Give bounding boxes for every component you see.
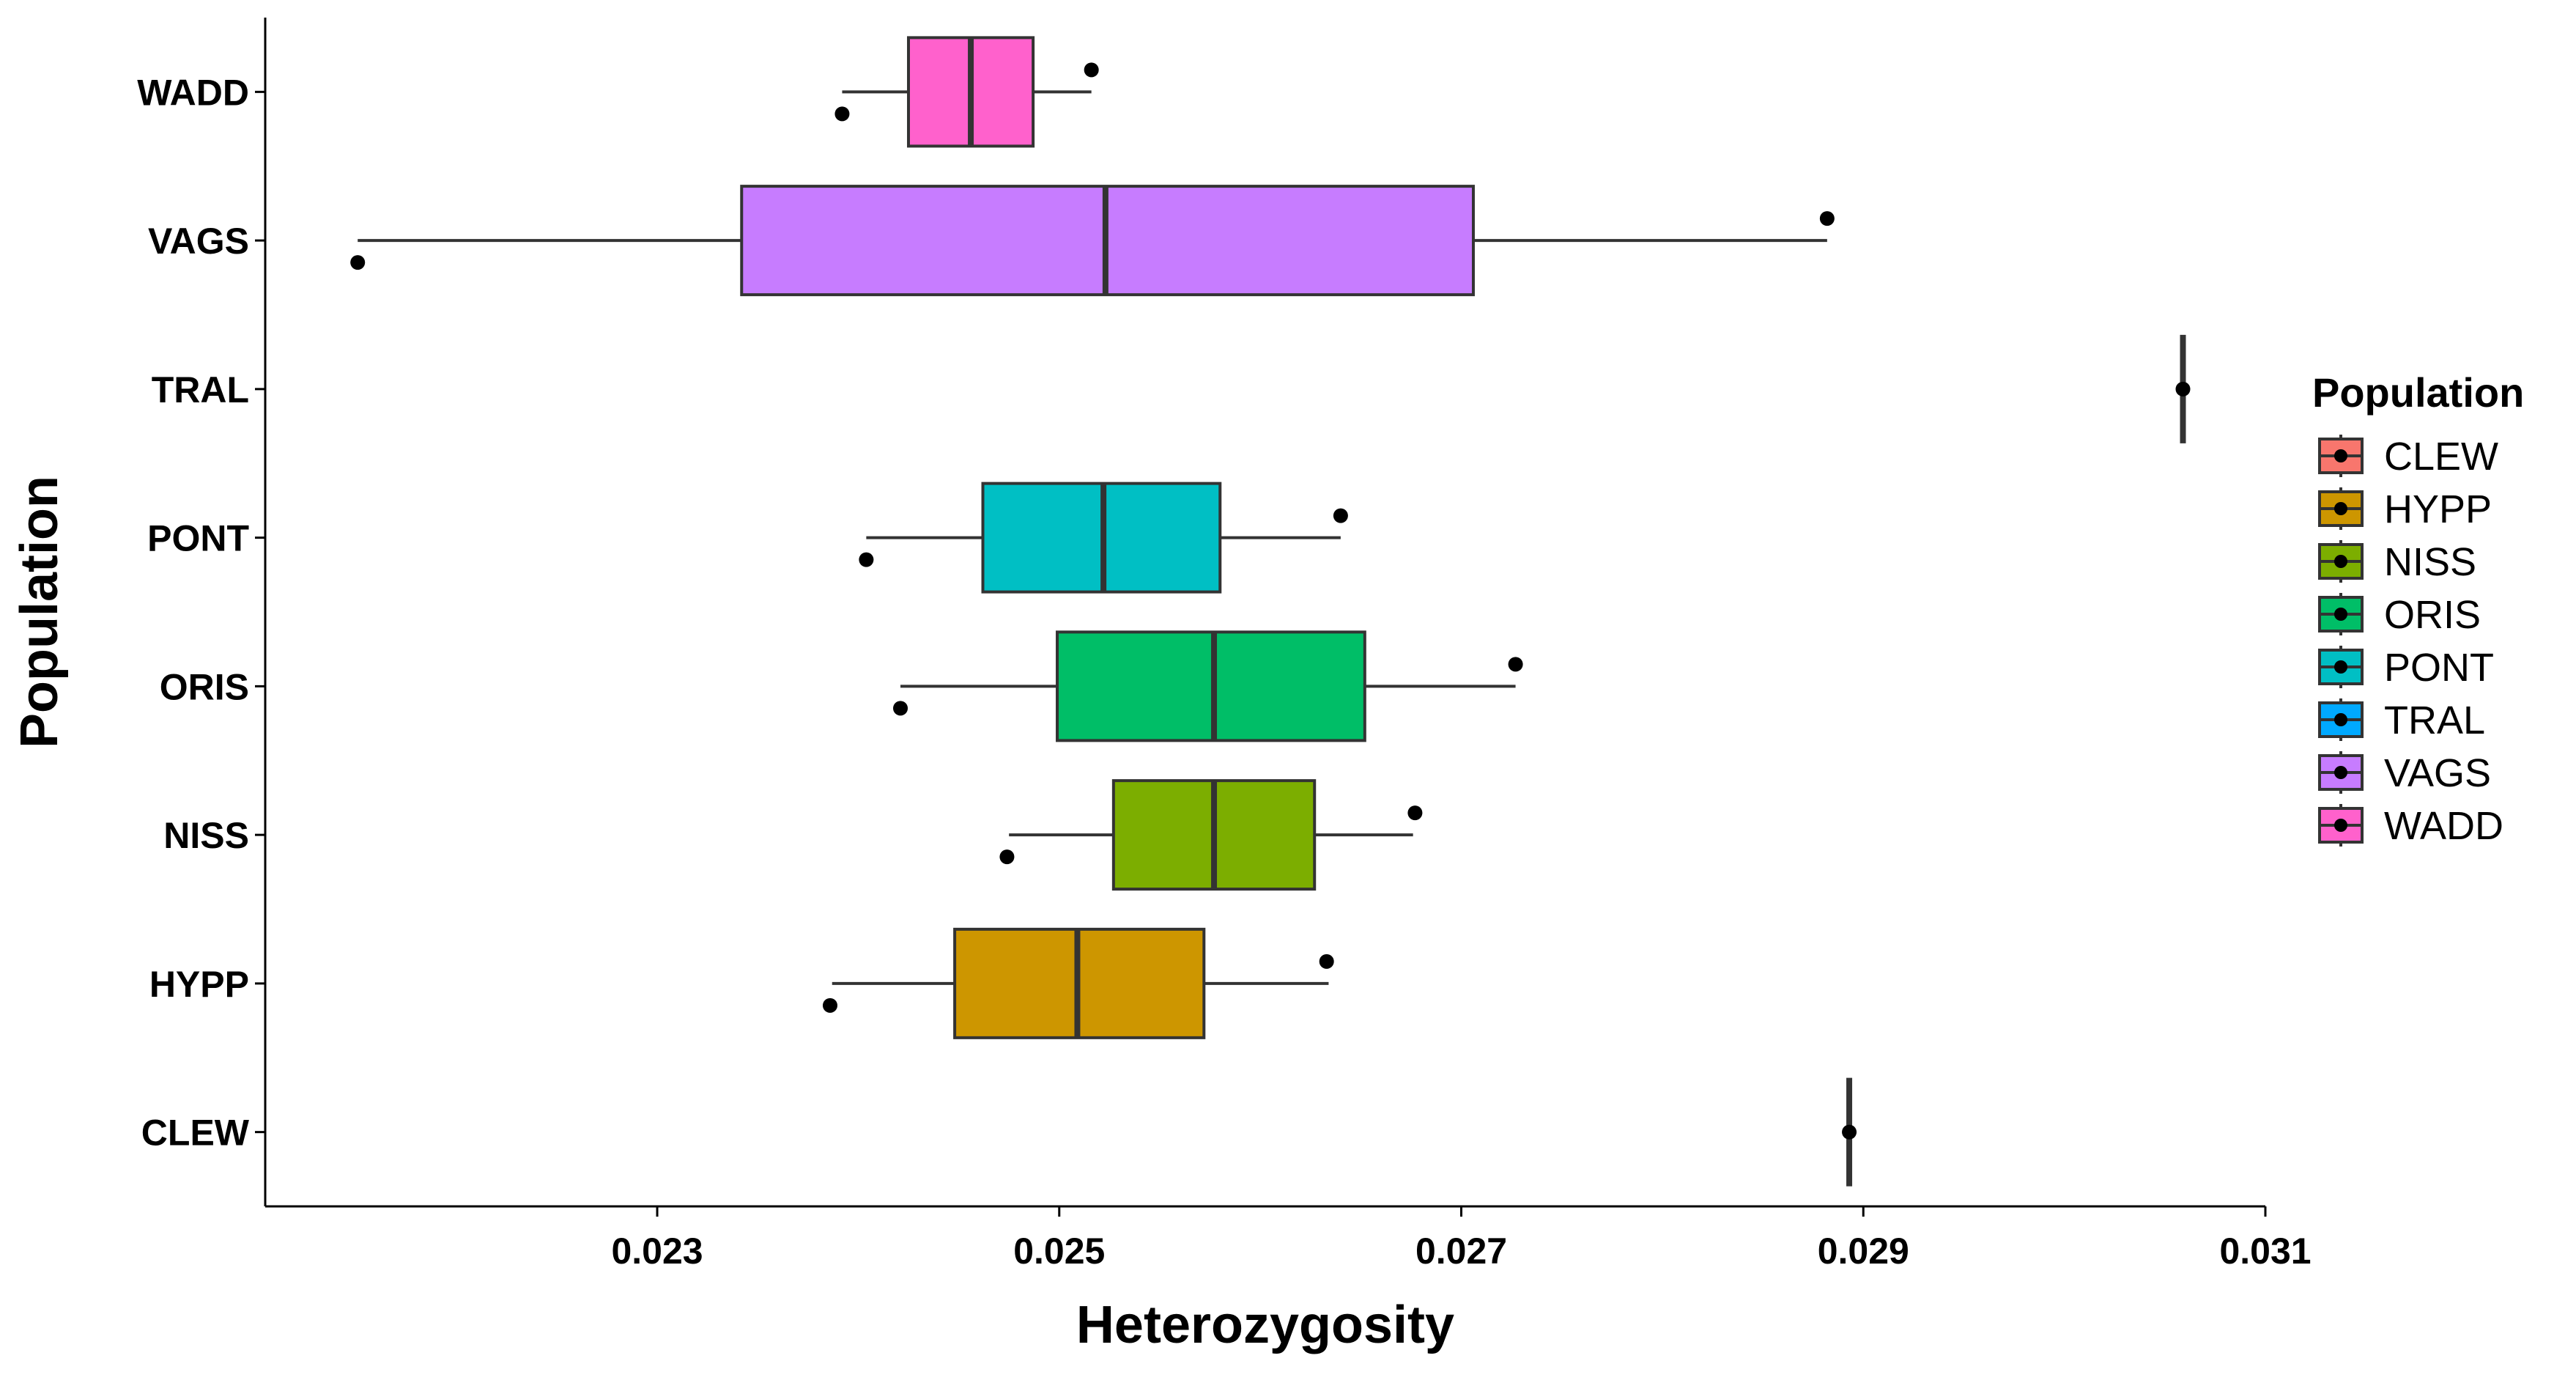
y-tick-label: CLEW <box>141 1113 250 1154</box>
data-point <box>1842 1124 1857 1140</box>
legend-key-point <box>2334 449 2347 462</box>
legend-label: CLEW <box>2384 435 2498 479</box>
legend-item-niss: NISS <box>2318 540 2476 584</box>
box-wadd <box>834 36 1099 148</box>
data-point <box>1084 62 1099 78</box>
y-tick-label: NISS <box>163 815 249 856</box>
legend-key-point <box>2334 555 2347 568</box>
data-point <box>1819 211 1835 226</box>
box-vags <box>350 185 1835 297</box>
legend-label: TRAL <box>2384 698 2485 742</box>
box-hypp <box>822 927 1334 1039</box>
y-tick-label: HYPP <box>149 964 249 1005</box>
x-axis-title: Heterozygosity <box>1076 1296 1454 1354</box>
legend-key-point <box>2334 608 2347 621</box>
y-tick-label: ORIS <box>160 666 249 707</box>
legend-title: Population <box>2312 369 2524 416</box>
box-oris <box>893 630 1523 742</box>
x-tick-label: 0.023 <box>611 1231 703 1272</box>
x-tick-label: 0.027 <box>1415 1231 1507 1272</box>
legend-item-tral: TRAL <box>2318 698 2485 742</box>
box-niss <box>999 779 1423 891</box>
axes <box>264 18 2265 1208</box>
y-tick-label: PONT <box>147 518 249 559</box>
y-tick-label: WADD <box>137 72 249 113</box>
data-point <box>822 997 837 1013</box>
legend-key-point <box>2334 766 2347 779</box>
box-pont <box>859 482 1348 594</box>
y-axis-title: Population <box>10 476 69 748</box>
x-tick-label: 0.029 <box>1818 1231 1909 1272</box>
legend-label: WADD <box>2384 804 2503 848</box>
box-clew <box>1842 1077 1857 1187</box>
data-point <box>1508 657 1523 672</box>
y-tick-label: TRAL <box>152 369 249 410</box>
legend-label: VAGS <box>2384 751 2491 795</box>
legend-key-point <box>2334 660 2347 674</box>
data-point <box>350 255 366 270</box>
data-point <box>893 701 908 716</box>
plot-area <box>350 36 2191 1187</box>
y-axis-ticks: CLEW HYPP NISS ORIS PONT TRAL VAGS WADD <box>137 72 265 1154</box>
legend-key-point <box>2334 713 2347 726</box>
legend-item-wadd: WADD <box>2318 804 2503 848</box>
data-point <box>1319 954 1334 969</box>
x-axis-ticks: 0.023 0.025 0.027 0.029 0.031 <box>611 1206 2312 1272</box>
data-point <box>1333 508 1348 523</box>
legend-key-point <box>2334 819 2347 832</box>
legend-item-clew: CLEW <box>2318 435 2498 479</box>
legend-item-hypp: HYPP <box>2318 487 2492 531</box>
legend-item-pont: PONT <box>2318 646 2494 690</box>
y-tick-label: VAGS <box>148 221 249 262</box>
data-point <box>1407 805 1423 821</box>
box-tral <box>2175 334 2191 443</box>
x-tick-label: 0.025 <box>1013 1231 1105 1272</box>
legend: Population CLEW HYPP NISS ORIS PONT TRAL VAGS W… <box>2312 369 2524 848</box>
legend-item-vags: VAGS <box>2318 751 2491 795</box>
legend-key-point <box>2334 502 2347 515</box>
data-point <box>2175 381 2191 397</box>
legend-label: PONT <box>2384 646 2494 690</box>
data-point <box>999 849 1015 865</box>
box-iqr <box>1056 630 1366 742</box>
x-tick-label: 0.031 <box>2219 1231 2311 1272</box>
legend-label: HYPP <box>2384 487 2492 531</box>
legend-label: ORIS <box>2384 593 2481 637</box>
data-point <box>834 106 850 122</box>
legend-item-oris: ORIS <box>2318 593 2481 637</box>
data-point <box>859 552 874 567</box>
legend-label: NISS <box>2384 540 2476 584</box>
